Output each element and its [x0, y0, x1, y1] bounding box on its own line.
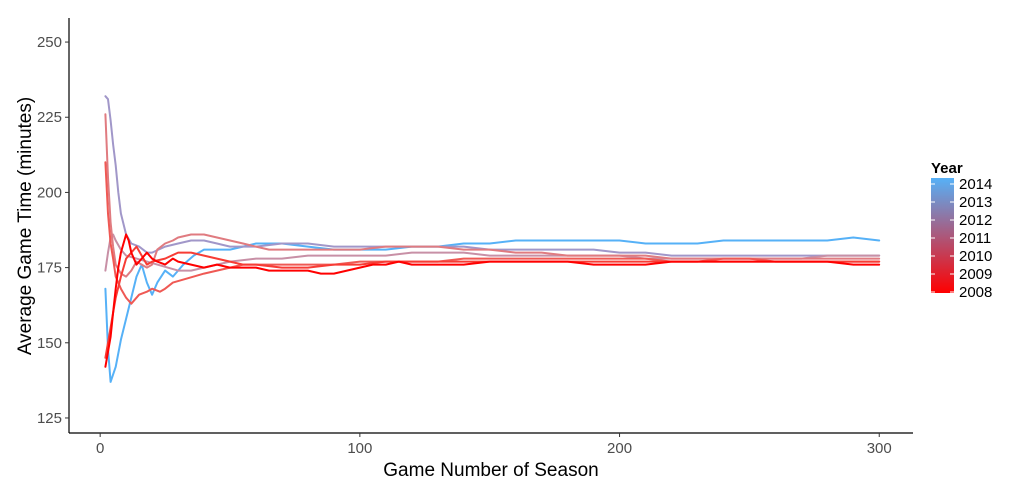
y-tick-label: 125: [37, 410, 62, 427]
legend-label-2013: 2013: [959, 194, 992, 211]
legend-label-2014: 2014: [959, 176, 992, 193]
series-line-2011: [104, 113, 881, 278]
legend-label-2009: 2009: [959, 266, 992, 283]
series-line-2010: [104, 161, 881, 305]
x-tick-label: 100: [347, 440, 372, 457]
legend-label-2011: 2011: [959, 230, 991, 247]
x-tick-label: 0: [96, 440, 104, 457]
series-line-2014: [104, 236, 881, 383]
legend-colorbar: [931, 178, 954, 293]
y-tick-label: 225: [37, 109, 62, 126]
y-axis-ticks: 125 150 175 200 225 250: [37, 34, 69, 427]
y-tick-label: 250: [37, 34, 62, 51]
y-tick-label: 200: [37, 184, 62, 201]
series-line-2008: [104, 233, 881, 368]
x-axis-ticks: 0 100 200 300: [96, 433, 892, 457]
legend-label-2008: 2008: [959, 284, 992, 301]
x-tick-label: 200: [607, 440, 632, 457]
legend-title: Year: [931, 160, 963, 177]
series-line-2013: [104, 95, 881, 257]
plot-lines: [104, 95, 881, 383]
y-tick-label: 150: [37, 335, 62, 352]
y-axis-title: Average Game Time (minutes): [15, 97, 36, 355]
legend-label-2010: 2010: [959, 248, 992, 265]
legend-label-2012: 2012: [959, 212, 992, 229]
y-tick-label: 175: [37, 260, 62, 277]
x-tick-label: 300: [867, 440, 892, 457]
x-axis-title: Game Number of Season: [383, 460, 598, 481]
